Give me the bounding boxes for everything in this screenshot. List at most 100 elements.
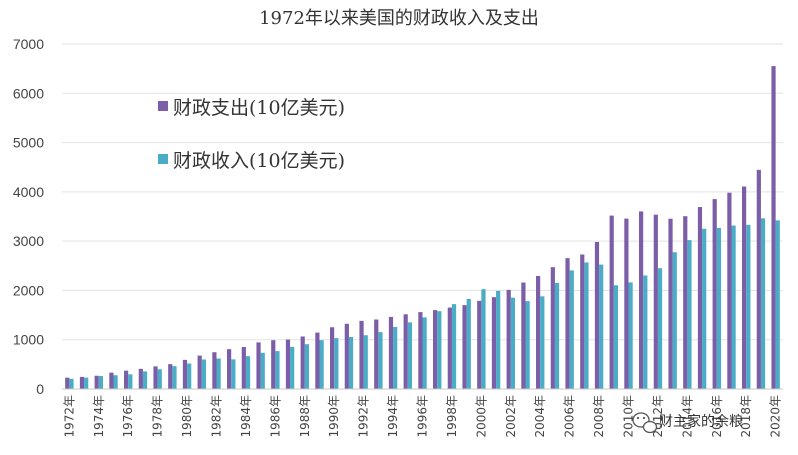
expenditure-bar (536, 275, 541, 389)
y-tick-label: 2000 (13, 282, 44, 298)
expenditure-bar (712, 199, 717, 389)
expenditure-bar (212, 352, 217, 389)
expenditure-bar (271, 340, 276, 389)
expenditure-bar (344, 323, 349, 389)
revenue-bar (245, 356, 251, 389)
legend-label-expenditure: 财政支出(10亿美元) (173, 97, 345, 119)
revenue-bar (437, 311, 442, 389)
expenditure-bar (182, 359, 188, 389)
chart-title: 1972年以来美国的财政收入及支出 (259, 8, 539, 29)
legend-label-revenue: 财政收入(10亿美元) (173, 150, 345, 172)
x-tick-label: 2000年 (474, 395, 488, 438)
x-tick-label: 2018年 (739, 395, 753, 438)
expenditure-bar (565, 258, 570, 389)
revenue-bar (525, 301, 530, 389)
revenue-bar (687, 240, 692, 389)
revenue-bar (657, 268, 663, 389)
expenditure-bar (256, 342, 261, 389)
legend-item-revenue: 财政收入(10亿美元) (158, 150, 345, 172)
expenditure-bar (300, 336, 305, 389)
y-tick-label: 6000 (13, 85, 44, 101)
revenue-bar (275, 351, 280, 389)
gridlines (62, 43, 783, 341)
revenue-bar (554, 282, 560, 389)
revenue-bar (643, 275, 648, 389)
revenue-bar (746, 224, 751, 389)
y-tick-label: 7000 (13, 36, 44, 52)
expenditure-bar (668, 218, 673, 389)
revenue-bar (481, 289, 486, 389)
revenue-bar (584, 262, 589, 389)
expenditure-bar (138, 368, 143, 389)
expenditure-bar (359, 320, 364, 389)
revenue-bar (157, 369, 162, 389)
expenditure-bar (683, 216, 688, 389)
revenue-bar (510, 297, 515, 389)
wechat-icon (632, 412, 658, 434)
expenditure-bar (315, 332, 320, 389)
x-tick-label: 1976年 (121, 395, 135, 438)
expenditure-bar (285, 339, 291, 389)
revenue-bar (716, 227, 721, 389)
revenue-bar (216, 358, 221, 389)
expenditure-bar (227, 349, 232, 389)
expenditure-bar (609, 215, 614, 389)
expenditure-bar (79, 376, 85, 389)
x-tick-label: 1974年 (92, 395, 106, 438)
y-tick-label: 4000 (13, 184, 44, 200)
legend-swatch-revenue (158, 154, 168, 164)
x-tick-label: 1998年 (445, 395, 459, 438)
revenue-bar (98, 376, 103, 389)
revenue-bar (187, 363, 192, 389)
revenue-bar (290, 346, 295, 389)
x-tick-label: 1982年 (210, 395, 224, 438)
x-tick-label: 1972年 (62, 395, 76, 438)
revenue-bar (628, 282, 633, 389)
x-tick-label: 1980年 (180, 395, 194, 438)
revenue-bar (760, 218, 766, 389)
expenditure-bar (580, 254, 585, 389)
x-tick-label: 2002年 (504, 395, 518, 438)
x-tick-label: 1994年 (386, 395, 400, 438)
expenditure-bar (491, 297, 497, 389)
revenue-bar (569, 270, 574, 389)
expenditure-bar (433, 310, 438, 389)
revenue-bar (466, 298, 471, 389)
x-tick-label: 1984年 (239, 395, 253, 438)
revenue-bar (378, 332, 383, 389)
expenditure-bar (742, 186, 747, 389)
expenditure-bar (550, 267, 555, 389)
revenue-bar (422, 317, 427, 389)
expenditure-bar (477, 300, 482, 389)
expenditure-bar (109, 372, 114, 389)
watermark-text: 财主家的余粮 (659, 413, 743, 430)
revenue-bar (672, 252, 677, 389)
expenditure-bar (374, 319, 379, 389)
legend-item-expenditure: 财政支出(10亿美元) (158, 97, 345, 119)
revenue-bar (142, 371, 148, 389)
expenditure-bar (65, 377, 70, 389)
x-tick-label: 2008年 (592, 395, 606, 438)
expenditure-bar (756, 169, 761, 389)
expenditure-bar (153, 366, 158, 389)
expenditure-bar (388, 316, 394, 389)
expenditure-bar (241, 347, 246, 389)
x-tick-label: 2016年 (710, 395, 724, 438)
revenue-bar (363, 335, 368, 389)
x-tick-label: 2006年 (563, 395, 577, 438)
watermark: 财主家的余粮 (632, 412, 743, 434)
x-tick-label: 1996年 (416, 395, 430, 438)
legend-swatch-expenditure (158, 101, 168, 111)
revenue-bar (599, 264, 604, 389)
revenue-bar (84, 377, 89, 389)
expenditure-bar (624, 218, 629, 389)
expenditure-bar (124, 370, 129, 389)
revenue-bar (702, 228, 707, 389)
y-tick-label: 0 (36, 381, 44, 397)
revenue-bar (613, 285, 618, 389)
revenue-bar (775, 220, 780, 389)
revenue-bar (201, 359, 206, 389)
x-tick-label: 1978年 (151, 395, 165, 438)
revenue-bar (393, 326, 398, 389)
